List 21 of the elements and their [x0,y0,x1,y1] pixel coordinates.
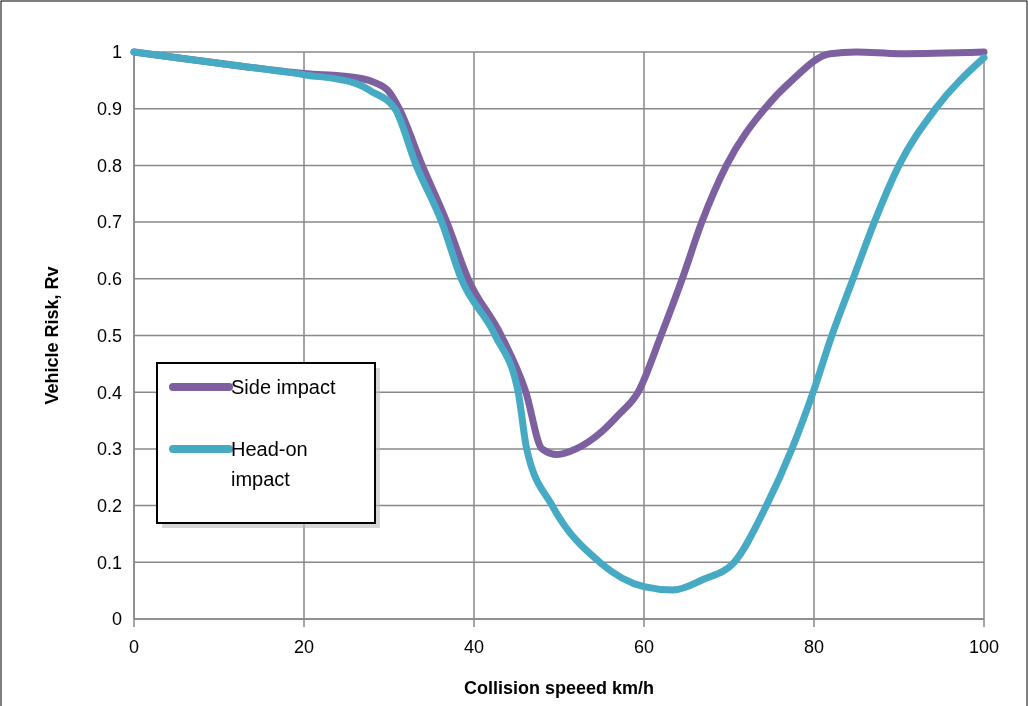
y-tick-label: 0.5 [96,325,122,346]
y-tick-label: 0.6 [96,269,122,290]
y-tick-label: 0 [111,609,122,630]
y-tick-label: 0.8 [96,155,122,176]
x-tick-label: 80 [803,637,825,657]
x-tick-label: 40 [463,637,485,657]
y-tick-label: 0.7 [96,212,122,233]
y-tick-label: 0.4 [96,382,122,403]
x-tick-label: 20 [293,637,315,657]
y-axis-title: Vehicle Risk, Rv [42,266,62,405]
y-tick-label: 0.1 [96,552,122,573]
y-tick-label: 0.9 [96,99,122,119]
legend-label: Head-on impact [231,438,308,490]
x-axis-title: Collision speeed km/h [463,678,655,698]
x-tick-label: 0 [128,637,140,657]
legend-label: Side impact [231,376,336,398]
y-tick-label: 0.3 [96,439,122,460]
y-tick-label: 1 [111,42,122,63]
x-tick-label: 100 [968,637,1000,657]
y-tick-label: 0.2 [96,495,122,516]
x-tick-label: 60 [633,637,655,657]
